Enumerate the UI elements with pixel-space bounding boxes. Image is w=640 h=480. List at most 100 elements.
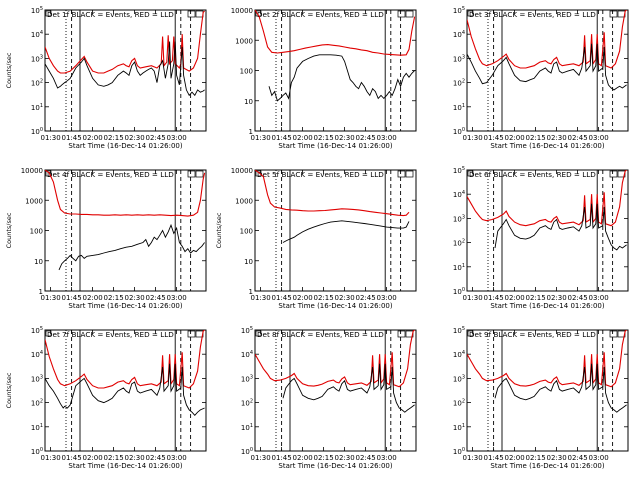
x-tick-label: 01:30 bbox=[41, 134, 61, 142]
x-axis-label: Start Time (16-Dec-14 01:26:00) bbox=[278, 302, 392, 310]
panel-3: Det 3f BLACK = Events, RED = LLD 01:30 01:… bbox=[453, 6, 629, 150]
events-series-line bbox=[45, 363, 205, 416]
y-tick-label: 100 bbox=[30, 228, 43, 236]
y-tick-label: 105 bbox=[31, 326, 43, 335]
panel-4: Det 4f BLACK = Events, RED = LLD 01:30 01:… bbox=[5, 167, 207, 310]
x-tick-label: 03:00 bbox=[167, 294, 187, 302]
x-tick-label: 02:45 bbox=[146, 134, 166, 142]
y-tick-label: 100 bbox=[453, 127, 465, 136]
y-tick-label: 104 bbox=[241, 350, 253, 359]
x-axis-label: Start Time (16-Dec-14 01:26:00) bbox=[68, 142, 182, 150]
y-tick-label: 101 bbox=[31, 103, 43, 112]
y-tick-label: 100 bbox=[240, 68, 253, 76]
x-tick-label: 01:45 bbox=[484, 294, 504, 302]
corner-mark-right bbox=[405, 170, 414, 178]
x-tick-label: 02:15 bbox=[314, 134, 334, 142]
corner-mark-left bbox=[45, 170, 52, 177]
y-tick-label: 10 bbox=[244, 258, 253, 266]
y-tick-label: 1 bbox=[39, 288, 43, 296]
y-tick-label: 100 bbox=[453, 447, 465, 456]
y-tick-label: 1 bbox=[249, 288, 253, 296]
y-tick-label: 101 bbox=[453, 103, 465, 112]
y-tick-label: 103 bbox=[31, 374, 43, 383]
corner-mark-right bbox=[195, 170, 204, 178]
x-tick-label: 02:30 bbox=[547, 294, 567, 302]
x-tick-label: 02:45 bbox=[146, 454, 166, 462]
x-axis-label: Start Time (16-Dec-14 01:26:00) bbox=[68, 302, 182, 310]
x-axis-label: Start Time (16-Dec-14 01:26:00) bbox=[490, 142, 604, 150]
x-tick-label: 03:00 bbox=[589, 454, 609, 462]
plot-frame bbox=[254, 9, 417, 132]
corner-mark-right bbox=[609, 330, 618, 338]
y-tick-label: 102 bbox=[31, 79, 43, 88]
y-tick-label: 101 bbox=[453, 263, 465, 272]
x-tick-label: 01:30 bbox=[463, 134, 483, 142]
y-tick-label: 102 bbox=[241, 399, 253, 408]
panel-7: Det 7f BLACK = Events, RED = LLD 01:30 01:… bbox=[5, 326, 207, 470]
y-tick-label: 103 bbox=[453, 214, 465, 223]
y-tick-label: 105 bbox=[31, 6, 43, 15]
plot-frame bbox=[44, 9, 207, 132]
plot-title: Det 7f BLACK = Events, RED = LLD bbox=[47, 330, 174, 339]
plot-title: Det 6f BLACK = Events, RED = LLD bbox=[469, 170, 596, 179]
y-tick-label: 103 bbox=[453, 54, 465, 63]
y-tick-label: 103 bbox=[241, 374, 253, 383]
x-tick-label: 02:15 bbox=[526, 294, 546, 302]
corner-mark-right bbox=[187, 10, 196, 18]
x-tick-label: 01:30 bbox=[463, 294, 483, 302]
y-tick-label: 100 bbox=[240, 228, 253, 236]
x-tick-label: 02:45 bbox=[146, 294, 166, 302]
events-series-line bbox=[494, 363, 627, 413]
corner-mark-left bbox=[45, 330, 52, 337]
y-tick-label: 10000 bbox=[231, 7, 253, 15]
x-axis-label: Start Time (16-Dec-14 01:26:00) bbox=[68, 462, 182, 470]
corner-mark-right bbox=[397, 170, 406, 178]
plot-frame bbox=[466, 9, 629, 132]
x-tick-label: 02:45 bbox=[356, 454, 376, 462]
y-tick-label: 100 bbox=[241, 447, 253, 456]
x-tick-label: 03:00 bbox=[167, 454, 187, 462]
x-tick-label: 03:00 bbox=[589, 134, 609, 142]
lld-series-line bbox=[255, 10, 416, 56]
x-tick-label: 01:45 bbox=[62, 294, 82, 302]
y-tick-label: 104 bbox=[453, 350, 465, 359]
x-tick-label: 01:30 bbox=[251, 294, 271, 302]
y-tick-label: 104 bbox=[31, 30, 43, 39]
lld-series-line bbox=[467, 170, 627, 227]
x-tick-label: 01:45 bbox=[272, 134, 292, 142]
plot-frame bbox=[254, 169, 417, 292]
y-tick-label: 105 bbox=[453, 6, 465, 15]
x-tick-label: 02:30 bbox=[125, 294, 145, 302]
x-tick-label: 02:00 bbox=[505, 134, 525, 142]
events-series-line bbox=[45, 41, 205, 97]
y-tick-label: 105 bbox=[453, 166, 465, 175]
y-tick-label: 103 bbox=[31, 54, 43, 63]
x-tick-label: 02:30 bbox=[335, 134, 355, 142]
corner-mark-right bbox=[609, 10, 618, 18]
y-tick-label: 1 bbox=[249, 128, 253, 136]
corner-mark-right bbox=[187, 330, 196, 338]
y-tick-label: 102 bbox=[31, 399, 43, 408]
corner-mark-right bbox=[397, 330, 406, 338]
lld-series-line bbox=[45, 10, 205, 74]
plot-frame bbox=[44, 169, 207, 292]
x-tick-label: 01:45 bbox=[272, 294, 292, 302]
y-tick-label: 103 bbox=[453, 374, 465, 383]
y-tick-label: 1000 bbox=[235, 37, 253, 45]
x-tick-label: 02:00 bbox=[293, 294, 313, 302]
panel-5: Det 5f BLACK = Events, RED = LLD 01:30 01:… bbox=[215, 167, 417, 310]
x-axis-label: Start Time (16-Dec-14 01:26:00) bbox=[490, 462, 604, 470]
x-tick-label: 01:30 bbox=[41, 294, 61, 302]
x-tick-label: 02:30 bbox=[335, 294, 355, 302]
x-tick-label: 02:15 bbox=[314, 454, 334, 462]
x-tick-label: 02:45 bbox=[568, 454, 588, 462]
x-tick-label: 02:00 bbox=[293, 454, 313, 462]
panel-6: Det 6f BLACK = Events, RED = LLD 01:30 01:… bbox=[453, 166, 629, 310]
events-series-line bbox=[467, 43, 627, 91]
panel-2: Det 2f BLACK = Events, RED = LLD 01:30 01:… bbox=[231, 7, 417, 150]
x-tick-label: 01:45 bbox=[62, 454, 82, 462]
corner-mark-right bbox=[195, 10, 204, 18]
y-tick-label: 105 bbox=[453, 326, 465, 335]
